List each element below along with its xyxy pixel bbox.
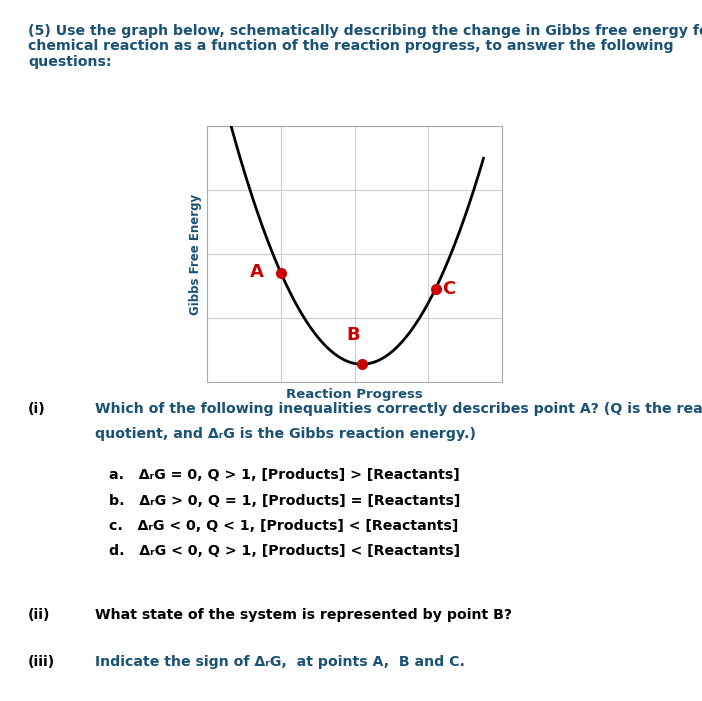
Y-axis label: Gibbs Free Energy: Gibbs Free Energy: [189, 193, 201, 315]
Text: What state of the system is represented by point B?: What state of the system is represented …: [95, 608, 512, 622]
X-axis label: Reaction Progress: Reaction Progress: [286, 388, 423, 400]
Text: c.   ΔᵣG < 0, Q < 1, [Products] < [Reactants]: c. ΔᵣG < 0, Q < 1, [Products] < [Reactan…: [109, 519, 458, 533]
Text: (ii): (ii): [28, 608, 51, 622]
Text: (i): (i): [28, 402, 46, 416]
Text: (iii): (iii): [28, 655, 55, 669]
Text: (5) Use the graph below, schematically describing the change in Gibbs free energ: (5) Use the graph below, schematically d…: [28, 24, 702, 38]
Text: b.   ΔᵣG > 0, Q = 1, [Products] = [Reactants]: b. ΔᵣG > 0, Q = 1, [Products] = [Reactan…: [109, 494, 461, 508]
Text: C: C: [442, 280, 456, 298]
Text: Indicate the sign of ΔᵣG,  at points A,  B and C.: Indicate the sign of ΔᵣG, at points A, B…: [95, 655, 465, 669]
Text: B: B: [346, 326, 360, 344]
Text: chemical reaction as a function of the reaction progress, to answer the followin: chemical reaction as a function of the r…: [28, 39, 674, 53]
Text: d.   ΔᵣG < 0, Q > 1, [Products] < [Reactants]: d. ΔᵣG < 0, Q > 1, [Products] < [Reactan…: [109, 544, 460, 558]
Text: quotient, and ΔᵣG is the Gibbs reaction energy.): quotient, and ΔᵣG is the Gibbs reaction …: [95, 427, 476, 441]
Text: a.   ΔᵣG = 0, Q > 1, [Products] > [Reactants]: a. ΔᵣG = 0, Q > 1, [Products] > [Reactan…: [109, 468, 460, 482]
Text: questions:: questions:: [28, 55, 112, 69]
Text: A: A: [251, 263, 264, 280]
Text: Which of the following inequalities correctly describes point A? (Q is the react: Which of the following inequalities corr…: [95, 402, 702, 416]
